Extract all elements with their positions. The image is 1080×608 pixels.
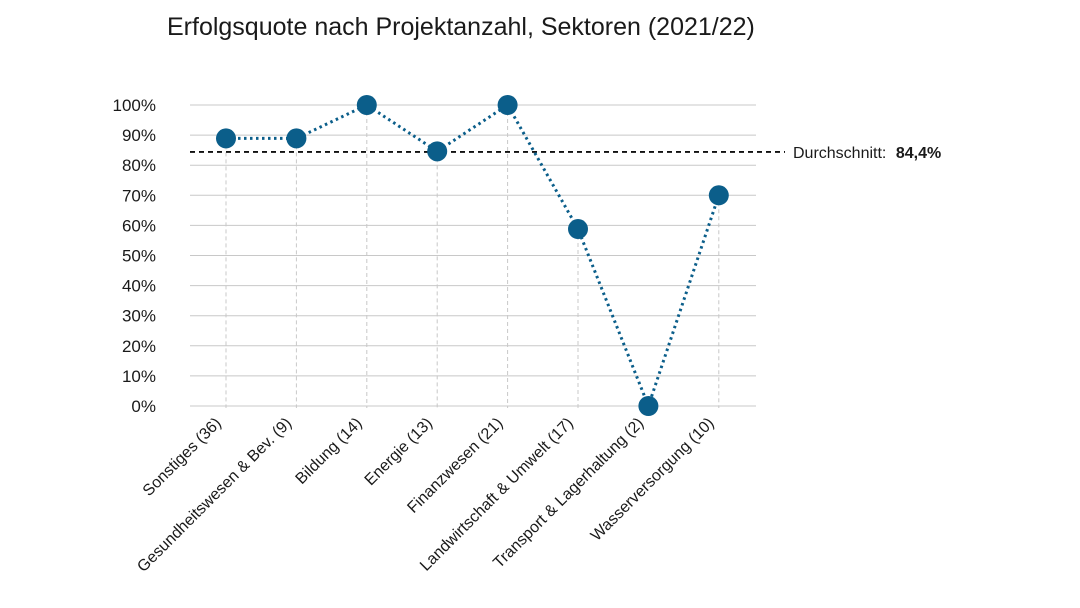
y-tick-label: 100% — [113, 96, 156, 115]
x-tick-label: Transport & Lagerhaltung (2) — [490, 415, 647, 572]
average-label-text: Durchschnitt: — [793, 145, 886, 162]
y-tick-label: 10% — [122, 367, 156, 386]
data-point — [286, 128, 307, 149]
y-tick-label: 70% — [122, 186, 156, 205]
data-point — [708, 185, 729, 206]
vertical-guides — [225, 105, 720, 408]
y-tick-label: 40% — [122, 277, 156, 296]
x-tick-label: Bildung (14) — [293, 415, 366, 488]
average-value: 84,4% — [896, 145, 941, 162]
average-line-group: Durchschnitt: 84,4% — [190, 145, 941, 162]
y-axis-ticks: 0% 10% 20% 30% 40% 50% 60% 70% 80% 90% 100% — [113, 96, 156, 416]
series-line — [226, 102, 721, 411]
x-axis-ticks: Sonstiges (36)Gesundheitswesen & Bev. (9… — [134, 415, 717, 576]
x-tick-label: Landwirtschaft & Umwelt (17) — [417, 415, 577, 575]
y-tick-label: 20% — [122, 337, 156, 356]
x-tick-label: Gesundheitswesen & Bev. (9) — [134, 415, 295, 576]
chart-title: Erfolgsquote nach Projektanzahl, Sektore… — [167, 13, 755, 41]
data-point — [568, 219, 588, 240]
series-line-group — [226, 102, 721, 411]
data-points — [216, 95, 729, 416]
data-point — [427, 141, 448, 162]
y-tick-label: 80% — [122, 156, 156, 175]
y-tick-label: 60% — [122, 216, 156, 235]
data-point — [638, 396, 659, 416]
data-point — [497, 95, 518, 115]
data-point — [216, 128, 236, 149]
gridlines — [190, 104, 756, 407]
y-tick-label: 90% — [122, 126, 156, 145]
data-point — [356, 95, 377, 115]
y-tick-label: 30% — [122, 307, 156, 326]
average-label: Durchschnitt: 84,4% — [793, 145, 941, 162]
x-tick-label: Wasserversorgung (10) — [588, 415, 718, 545]
y-tick-label: 0% — [131, 397, 156, 416]
y-tick-label: 50% — [122, 247, 156, 266]
x-tick-label: Energie (13) — [362, 415, 436, 489]
